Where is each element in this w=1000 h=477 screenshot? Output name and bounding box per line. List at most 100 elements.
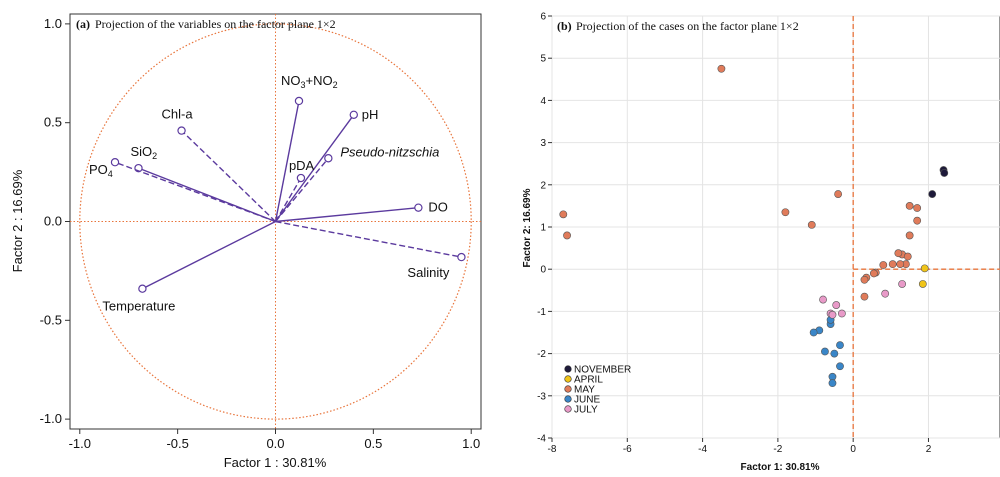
case-point-may xyxy=(905,231,914,240)
variable-label: Salinity xyxy=(407,265,449,280)
vector-endpoint xyxy=(138,284,147,293)
case-point-may xyxy=(807,220,816,229)
case-point-november xyxy=(928,190,937,198)
variable-label: pDA xyxy=(289,158,315,173)
x-tick-label: 2 xyxy=(926,444,932,455)
legend-marker-july xyxy=(564,405,572,413)
y-tick-label: 0 xyxy=(540,265,546,276)
case-point-may xyxy=(563,231,571,240)
y-tick-label: 0.5 xyxy=(44,115,62,130)
case-point-may xyxy=(559,210,568,219)
variable-label: Pseudo-nitzschia xyxy=(340,144,439,159)
x-tick-label: 1.0 xyxy=(462,436,480,451)
y-tick-label: -1.0 xyxy=(40,411,62,426)
case-point-june xyxy=(836,341,844,350)
case-point-june xyxy=(830,349,839,358)
vector-endpoint xyxy=(457,252,466,262)
variable-label: pH xyxy=(362,107,379,122)
vector-endpoint xyxy=(324,154,333,163)
case-point-july xyxy=(837,309,846,318)
case-point-may xyxy=(903,252,912,261)
case-point-may xyxy=(896,260,905,269)
vector-endpoint xyxy=(177,126,186,135)
vector-pseudo-nitzschia xyxy=(274,157,329,222)
panel-a-variables-plot: NO3+NO2 pH Chl-a SiO2 PO4 pDA Pseudo-nitzschia… xyxy=(10,13,482,470)
vector-chl-a xyxy=(181,130,276,223)
case-point-july xyxy=(832,301,841,309)
case-point-june xyxy=(821,347,829,356)
case-point-may xyxy=(834,190,843,198)
x-tick-label: -1.0 xyxy=(69,436,91,451)
legend-marker-june xyxy=(564,395,572,403)
panel-a-unit-circle xyxy=(79,23,472,420)
y-tick-label: -0.5 xyxy=(40,312,62,327)
y-tick-label: -1 xyxy=(537,307,546,318)
vector-po4 xyxy=(114,161,276,223)
legend-label-july: JULY xyxy=(574,405,598,416)
case-point-may xyxy=(860,292,869,301)
panel-a-ticks: -1.0 -0.5 0.0 0.5 1.0 -1.0 -0.5 0.0 0.5 1.0 xyxy=(40,16,481,451)
y-tick-label: 4 xyxy=(540,96,546,107)
vector-endpoint xyxy=(294,96,304,106)
case-point-may xyxy=(913,204,922,212)
vector-endpoint xyxy=(349,110,358,119)
panel-b-case-points xyxy=(559,64,949,388)
panel-b-ticks: -8 -6 -4 -2 0 2 -4 -3 -2 -1 0 1 2 3 4 5 6 xyxy=(537,12,932,456)
variable-label: DO xyxy=(428,200,448,215)
x-tick-label: -8 xyxy=(548,444,557,455)
case-point-july xyxy=(898,280,907,288)
case-point-july xyxy=(819,295,827,304)
case-point-april xyxy=(920,264,929,273)
variable-label: NO3+NO2 xyxy=(281,73,338,90)
y-tick-label: 1 xyxy=(540,223,546,234)
y-tick-label: -3 xyxy=(537,391,546,402)
case-point-july xyxy=(828,310,837,319)
y-tick-label: -2 xyxy=(537,349,546,360)
case-point-june xyxy=(836,362,844,371)
vector-do xyxy=(275,206,419,223)
legend-label-may: MAY xyxy=(574,385,595,396)
legend-marker-november xyxy=(564,365,572,373)
vector-temperature xyxy=(142,220,276,290)
panel-a-label: (a) xyxy=(76,17,90,31)
case-point-may xyxy=(913,216,922,225)
variable-label: Chl-a xyxy=(162,107,194,122)
case-point-may xyxy=(717,64,726,73)
x-tick-label: 0 xyxy=(850,444,856,455)
case-point-may xyxy=(888,260,897,269)
y-tick-label: 6 xyxy=(540,12,546,23)
panel-b-y-axis-title: Factor 2: 16.69% xyxy=(522,188,533,267)
case-point-july xyxy=(881,289,890,298)
case-point-may xyxy=(869,269,878,278)
case-point-may xyxy=(894,249,903,258)
legend-marker-april xyxy=(564,375,572,383)
x-tick-label: -2 xyxy=(773,444,782,455)
unit-circle xyxy=(79,23,472,420)
vector-ph xyxy=(274,114,355,222)
case-point-may xyxy=(905,201,914,210)
variable-label: Temperature xyxy=(102,299,175,314)
case-point-may xyxy=(860,275,869,284)
vector-pda xyxy=(274,177,302,222)
y-tick-label: 3 xyxy=(540,138,546,149)
panel-b-title: Projection of the cases on the factor pl… xyxy=(576,19,799,33)
panel-b-gridlines xyxy=(551,15,1000,439)
variable-label: SiO2 xyxy=(131,144,158,161)
y-tick-label: 0.0 xyxy=(44,214,62,229)
case-point-june xyxy=(828,379,837,388)
x-tick-label: -4 xyxy=(698,444,707,455)
vector-sio2 xyxy=(138,167,276,223)
x-tick-label: 0.5 xyxy=(364,436,382,451)
legend-label-june: JUNE xyxy=(574,395,600,406)
legend-label-november: NOVEMBER xyxy=(574,365,631,376)
y-tick-label: 2 xyxy=(540,180,546,191)
x-tick-label: -6 xyxy=(623,444,632,455)
vector-salinity xyxy=(275,220,462,258)
x-tick-label: -0.5 xyxy=(166,436,188,451)
panel-a-title: Projection of the variables on the facto… xyxy=(95,17,336,31)
panel-b-x-axis-title: Factor 1: 30.81% xyxy=(741,462,820,473)
legend-label-april: APRIL xyxy=(574,375,603,386)
y-tick-label: 1.0 xyxy=(44,16,62,31)
case-point-may xyxy=(781,208,790,217)
